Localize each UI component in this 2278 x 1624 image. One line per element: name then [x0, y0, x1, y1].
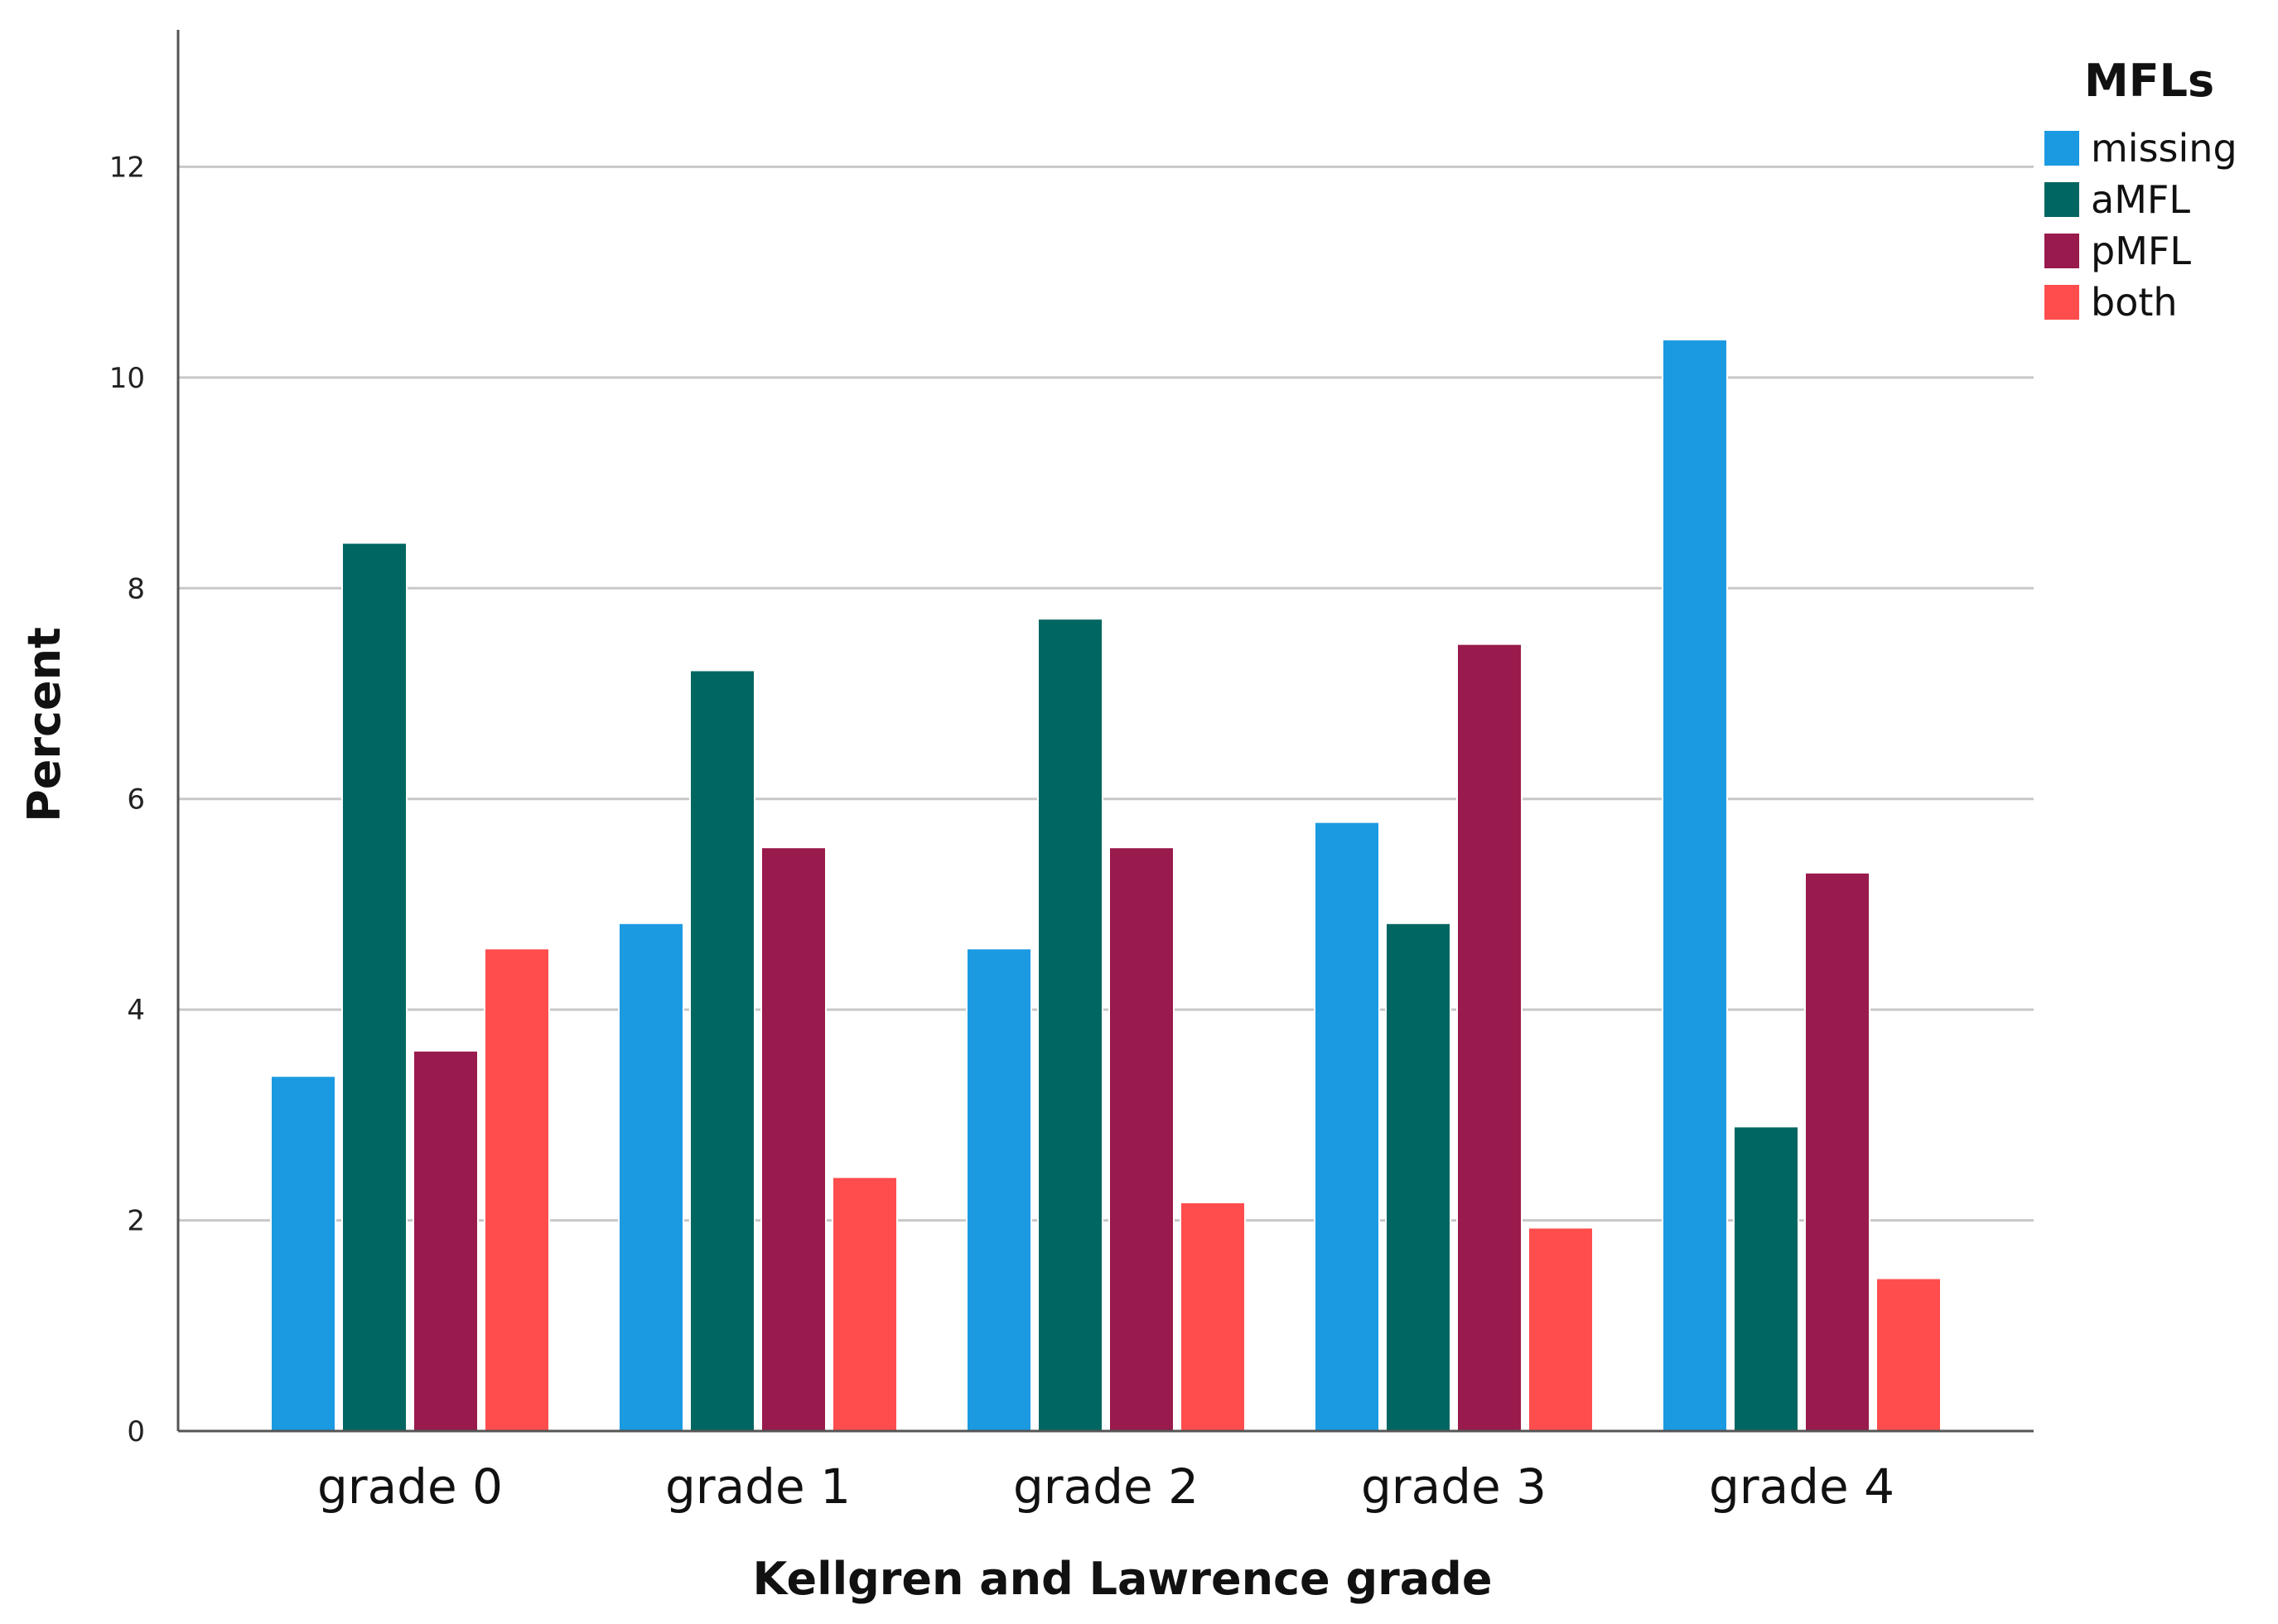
y-tick-labels: 0 2 4 6 8 10 12	[109, 151, 145, 1448]
bar-aMFL-grade-1	[689, 669, 755, 1432]
legend-swatch-pMFL	[2044, 234, 2079, 268]
x-axis-title: Kellgren and Lawrence grade	[753, 1553, 1493, 1605]
y-tick-label: 10	[109, 362, 145, 395]
x-tick-label: grade 3	[1361, 1458, 1547, 1515]
y-axis-title: Percent	[18, 627, 70, 822]
x-tick-label: grade 4	[1709, 1458, 1894, 1515]
bar-missing-grade-4	[1662, 339, 1728, 1433]
y-tick-label: 4	[127, 994, 145, 1027]
bar-both-grade-3	[1528, 1226, 1594, 1432]
legend-label-missing: missing	[2091, 126, 2237, 171]
bar-missing-grade-2	[966, 947, 1032, 1432]
y-tick-label: 12	[109, 151, 145, 184]
bar-pMFL-grade-2	[1108, 846, 1175, 1432]
legend-items: missing aMFL pMFL both	[2044, 126, 2237, 325]
legend-label-both: both	[2091, 280, 2178, 325]
bar-pMFL-grade-0	[413, 1049, 479, 1432]
legend: MFLs missing aMFL pMFL both	[2044, 55, 2237, 325]
bar-aMFL-grade-0	[341, 542, 408, 1432]
legend-label-pMFL: pMFL	[2091, 229, 2191, 273]
bar-aMFL-grade-3	[1385, 922, 1451, 1433]
x-tick-label: grade 0	[317, 1458, 503, 1515]
bar-pMFL-grade-4	[1804, 871, 1870, 1432]
bar-both-grade-1	[832, 1176, 898, 1433]
y-tick-label: 0	[127, 1415, 145, 1448]
legend-swatch-missing	[2044, 131, 2079, 166]
bar-both-grade-4	[1875, 1277, 1942, 1432]
bar-missing-grade-3	[1314, 821, 1380, 1432]
bar-missing-grade-0	[270, 1075, 336, 1432]
bar-both-grade-0	[484, 947, 550, 1432]
y-tick-label: 2	[127, 1205, 145, 1238]
x-tick-label: grade 2	[1013, 1458, 1199, 1515]
legend-title: MFLs	[2084, 55, 2214, 107]
bar-missing-grade-1	[618, 922, 684, 1433]
x-tick-label: grade 1	[665, 1458, 851, 1515]
x-tick-labels: grade 0 grade 1 grade 2 grade 3 grade 4	[317, 1458, 1894, 1515]
bar-aMFL-grade-2	[1037, 618, 1103, 1432]
legend-swatch-both	[2044, 285, 2079, 320]
legend-swatch-aMFL	[2044, 182, 2079, 217]
bars	[270, 339, 1942, 1433]
y-tick-label: 6	[127, 783, 145, 817]
bar-both-grade-2	[1180, 1201, 1246, 1433]
bar-aMFL-grade-4	[1733, 1125, 1799, 1432]
bar-pMFL-grade-3	[1456, 643, 1523, 1432]
axes	[176, 30, 2034, 1433]
legend-label-aMFL: aMFL	[2091, 177, 2190, 222]
y-tick-label: 8	[127, 572, 145, 605]
bar-pMFL-grade-1	[760, 846, 827, 1432]
